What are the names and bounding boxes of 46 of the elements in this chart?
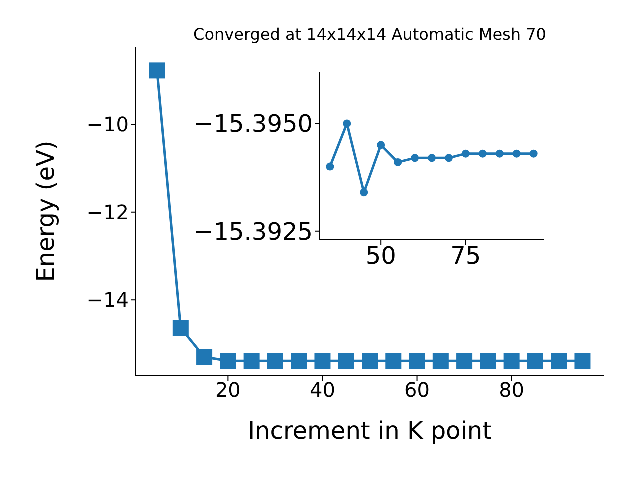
x-tick-label: 50 [366,242,396,270]
point [456,353,473,370]
y-tick-label: −15.3925 [194,218,313,246]
point [527,353,544,370]
y-tick-label: −10 [86,112,129,137]
point [411,154,420,162]
point [462,150,470,158]
point [478,150,487,158]
point [220,353,236,370]
x-tick-label: 80 [499,378,525,402]
point [244,353,260,370]
point [291,353,308,370]
point [512,150,521,158]
point [149,62,166,79]
point [343,120,352,128]
point [530,150,538,158]
point [360,188,368,197]
point [267,353,284,370]
point [480,353,496,370]
point [386,353,402,370]
point [362,353,378,370]
x-tick-label: 20 [215,378,241,402]
point [338,353,354,370]
point [551,353,568,370]
point [326,162,334,171]
point [428,154,436,162]
x-tick-label: 60 [404,378,430,402]
point [496,150,504,158]
point [377,141,386,150]
chart-title: Converged at 14x14x14 Automatic Mesh 70 [194,25,546,44]
point [172,320,189,336]
y-tick-label: −12 [86,200,129,224]
point [432,353,449,370]
x-tick-label: 40 [310,378,336,402]
point [409,353,426,370]
x-tick-label: 75 [450,242,482,270]
point [444,154,453,162]
point [574,353,591,370]
point [394,158,402,166]
x-axis-title: Increment in K point [248,417,492,445]
point [504,353,520,370]
y-axis-title: Energy (eV) [32,140,60,282]
y-tick-label: −15.3950 [194,110,313,138]
y-tick-label: −14 [86,288,129,312]
point [196,349,213,366]
point [314,353,331,370]
